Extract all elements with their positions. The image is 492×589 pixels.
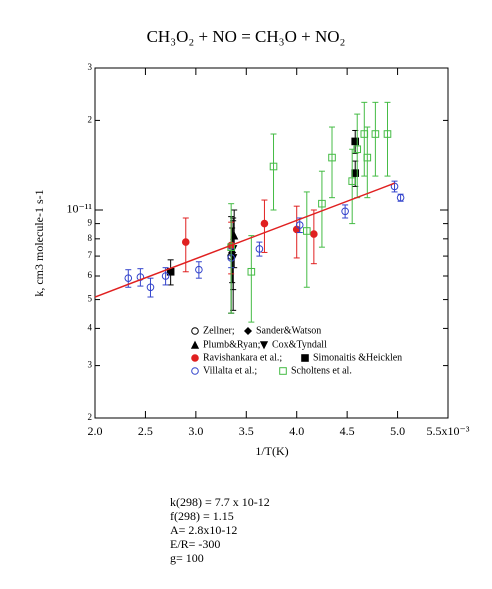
marker [371,130,380,138]
x-tick-label: 5.5x10⁻³ [427,424,470,438]
legend-label: Sander&Watson [256,325,321,336]
y-tick-label: 7 [88,250,93,260]
marker [328,153,336,162]
marker [247,267,256,276]
fit-line [94,182,395,298]
marker [310,230,318,238]
chart-title: CH₃O₂ + NO = CH₃O + NO₂ [147,27,346,46]
note: g= 100 [170,551,204,565]
x-tick-label: 3.5 [239,424,254,438]
y-tick-label: 6 [88,270,93,280]
marker [161,272,170,280]
marker [259,341,269,350]
marker [353,145,362,154]
note: f(298) = 1.15 [170,509,234,523]
legend-label: Simonaitis &Heicklen [313,352,402,363]
y-axis-label: k, cm3 molecule-1 s-1 [32,189,46,296]
y-tick-label: 9 [88,218,93,228]
y-tick-label: 3 [88,360,93,370]
legend-label: Cox&Tyndall [272,339,327,350]
x-tick-label: 5.0 [390,424,405,438]
x-tick-label: 4.5 [340,424,355,438]
x-axis-label: 1/T(K) [255,444,288,458]
marker [351,137,360,146]
marker [124,274,133,282]
y-tick-label: 2 [88,412,93,422]
marker [195,265,203,274]
marker [191,327,199,335]
x-tick-label: 4.0 [289,424,304,438]
marker [191,367,199,375]
marker [318,199,326,208]
marker [243,326,253,336]
legend-label: Villalta et al.; [203,365,257,376]
x-tick-label: 2.5 [138,424,153,438]
legend-label: Scholtens et al. [291,365,352,376]
marker [363,153,372,162]
y-tick-label: 10⁻¹¹ [66,202,92,216]
note: A= 2.8x10-12 [170,523,237,537]
marker [230,231,239,240]
marker [181,238,190,246]
marker [279,367,287,375]
y-tick-label: 3 [88,62,93,72]
marker [390,182,399,191]
marker [396,193,405,202]
marker [260,219,269,228]
y-tick-label: 2 [88,114,93,124]
marker [303,227,311,235]
marker [191,354,199,362]
marker [341,207,349,216]
marker [383,130,392,138]
legend-label: Zellner; [203,325,235,336]
note: E/R= -300 [170,537,220,551]
x-tick-label: 3.0 [188,424,203,438]
marker [295,221,304,229]
marker [348,177,356,185]
y-tick-label: 5 [88,294,93,304]
marker [301,354,309,362]
marker [269,162,278,171]
y-tick-label: 8 [88,233,93,243]
y-tick-label: 4 [88,322,93,332]
x-tick-label: 2.0 [88,424,103,438]
legend-label: Plumb&Ryan; [203,339,261,350]
marker [255,245,264,253]
note: k(298) = 7.7 x 10-12 [170,495,270,509]
marker [190,340,200,349]
marker [146,283,155,292]
plot-frame [94,67,449,419]
legend-label: Ravishankara et al.; [203,352,282,363]
